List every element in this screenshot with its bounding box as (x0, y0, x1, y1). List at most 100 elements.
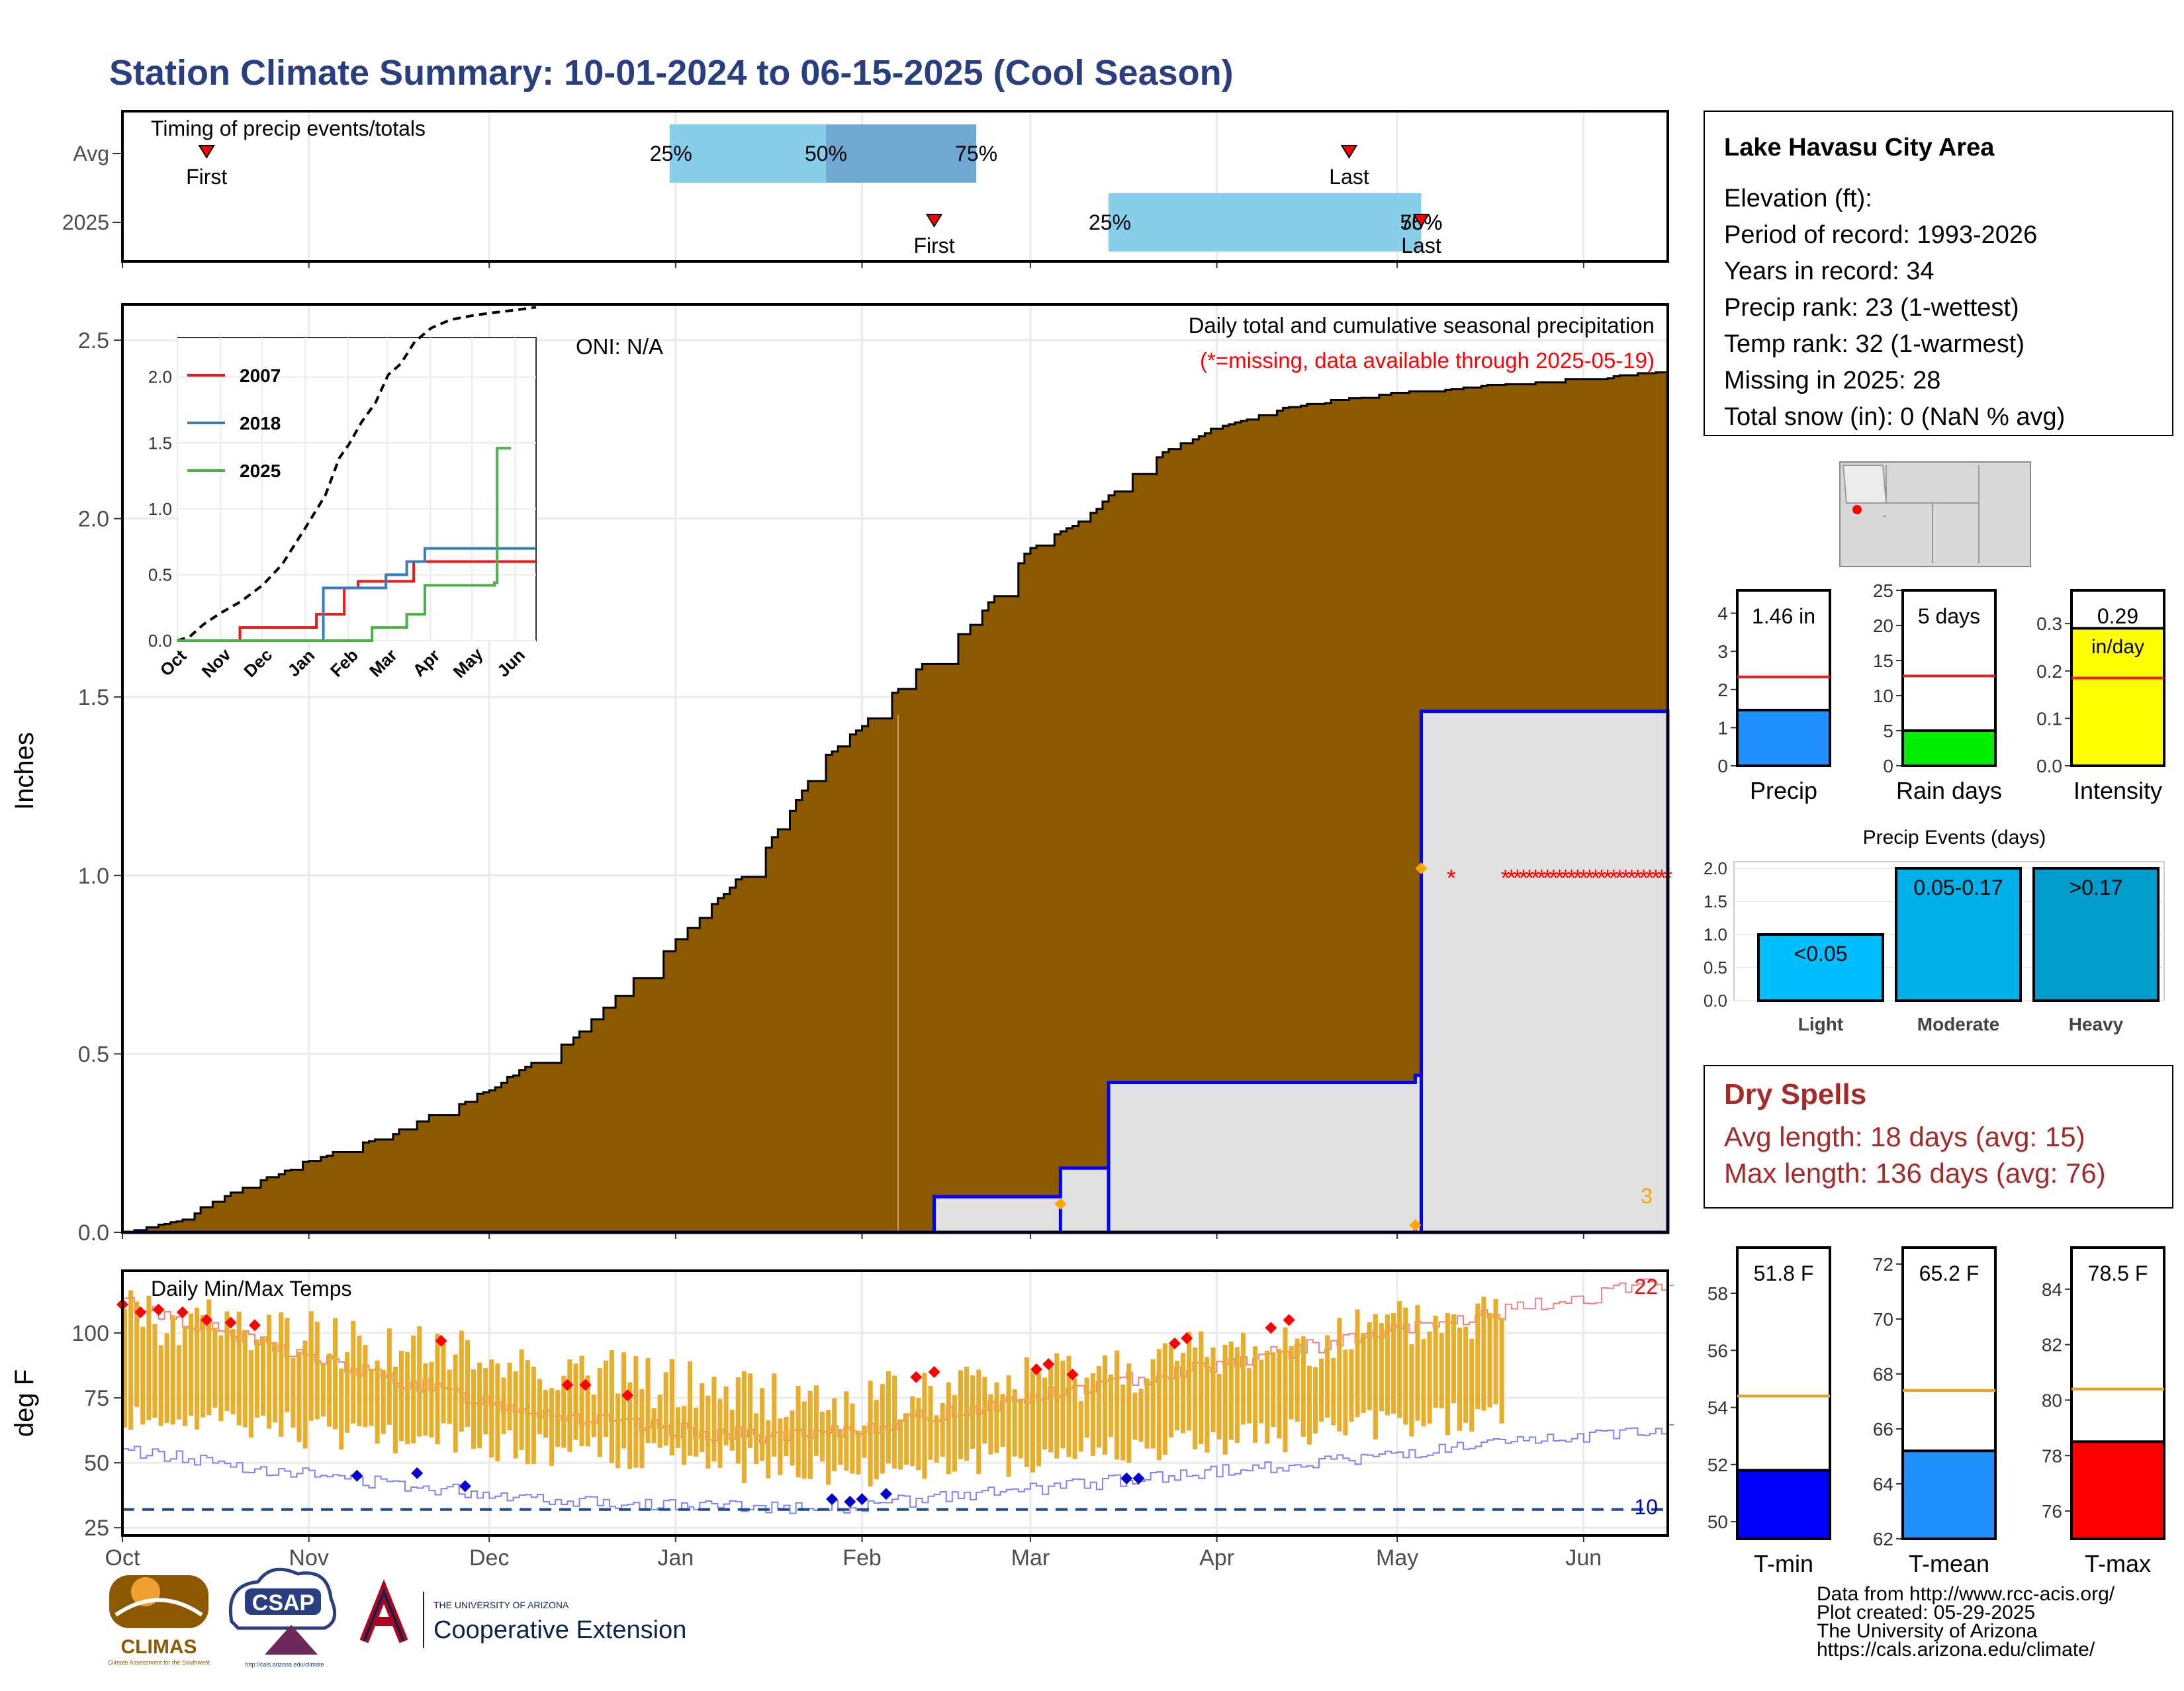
daily-temp-bar (1066, 1355, 1071, 1457)
missing-marker: * (1621, 864, 1630, 891)
daily-temp-bar (398, 1351, 404, 1441)
daily-temp-bar (1403, 1307, 1408, 1425)
daily-temp-bar (603, 1360, 608, 1438)
record-low-marker (856, 1493, 868, 1506)
daily-temp-bar (357, 1336, 362, 1426)
daily-temp-bar (1445, 1312, 1450, 1436)
oni-label: ONI: N/A (576, 334, 663, 359)
daily-temp-bar (1030, 1371, 1036, 1473)
daily-temp-bar (1174, 1360, 1180, 1431)
daily-temp-bar (519, 1349, 524, 1450)
footer-line: Data from http://www.rcc-acis.org/ (1817, 1583, 2115, 1605)
daily-temp-bar (1331, 1357, 1336, 1426)
daily-temp-bar (1054, 1353, 1060, 1459)
daily-temp-bar (1115, 1350, 1120, 1460)
daily-temp-bar (1132, 1393, 1138, 1440)
daily-temp-bar (1006, 1375, 1011, 1477)
record-high-marker (1283, 1314, 1295, 1326)
record-high-marker (1030, 1363, 1043, 1376)
daily-temp-bar (369, 1369, 374, 1426)
x-tick-label: Feb (842, 1545, 882, 1571)
stat-y-tick-label: 0 (1717, 756, 1728, 776)
daily-temp-bar (1259, 1359, 1264, 1424)
daily-temp-bar (1078, 1401, 1083, 1452)
inset-series-2007 (177, 560, 536, 642)
daily-temp-bar (1156, 1349, 1161, 1461)
record-high-marker (248, 1319, 261, 1332)
daily-temp-bar (1295, 1338, 1300, 1422)
daily-temp-bar (1036, 1373, 1042, 1467)
daily-temp-bar (1199, 1331, 1204, 1445)
record-high-marker (910, 1371, 923, 1383)
record-min-line (122, 1424, 1674, 1514)
stat-bar-T-max (2070, 1440, 2165, 1540)
daily-temp-bar (507, 1362, 512, 1431)
daily-temp-bar (1457, 1327, 1463, 1431)
events-y-tick-label: 1.0 (1704, 925, 1727, 944)
daily-temp-bar (146, 1295, 152, 1420)
missing-marker: * (1531, 864, 1540, 891)
daily-temp-bar (904, 1413, 909, 1465)
stat-y-tick-label: 0.0 (2036, 756, 2062, 776)
daily-temp-bar (392, 1367, 398, 1453)
climas-logo: CLIMAS Climate Assessment for the Southw… (108, 1575, 210, 1666)
daily-temp-bar (778, 1418, 783, 1475)
inset-y-tick-label: 1.5 (148, 433, 172, 453)
daily-temp-bar (381, 1369, 386, 1434)
record-high-marker (152, 1303, 165, 1316)
daily-temp-bar (471, 1369, 477, 1449)
missing-marker: * (1507, 864, 1516, 891)
timing-p50-label: 50% (805, 142, 847, 165)
record-low-marker (459, 1480, 471, 1492)
daily-temp-bar (1385, 1314, 1390, 1416)
missing-marker: * (1603, 864, 1612, 891)
daily-temp-bar (411, 1335, 416, 1443)
daily-temp-bar (796, 1385, 801, 1478)
missing-marker: * (1633, 864, 1643, 891)
daily-temp-bar (1361, 1333, 1366, 1413)
daily-temp-bar (1277, 1349, 1282, 1439)
daily-temp-bar (1181, 1353, 1186, 1434)
inset-avg-line (177, 306, 537, 642)
timing-first-label: First (913, 234, 954, 257)
dry-spells-avg: Avg length: 18 days (avg: 15) (1724, 1121, 2085, 1152)
daily-temp-bar (212, 1327, 218, 1408)
record-high-marker (1042, 1358, 1055, 1371)
stat-bar-T-min (1736, 1469, 1831, 1541)
inset-y-tick-label: 0.5 (148, 565, 172, 584)
daily-temp-bar (1150, 1359, 1156, 1449)
daily-temp-bar (813, 1385, 819, 1456)
record-high-marker (561, 1379, 574, 1391)
daily-temp-bar (753, 1413, 759, 1465)
daily-temp-bar (585, 1375, 590, 1447)
daily-temp-bar (669, 1359, 674, 1455)
ua-logo-small: THE UNIVERSITY OF ARIZONA (433, 1600, 569, 1610)
stat-value-label: 5 days (1918, 604, 1980, 628)
daily-temp-bar (170, 1315, 175, 1425)
daily-temp-bar (1349, 1349, 1354, 1422)
daily-temp-bar (1409, 1344, 1414, 1437)
inset-legend-label: 2025 (240, 461, 281, 481)
daily-temp-bar (880, 1384, 885, 1474)
daily-temp-bar (1312, 1367, 1318, 1434)
daily-temp-bar (513, 1371, 518, 1459)
daily-temp-bar (946, 1382, 951, 1475)
daily-temp-bar (1283, 1327, 1288, 1453)
stat-bar-T-mean (1901, 1449, 1997, 1541)
x-tick-label: Apr (1199, 1545, 1234, 1571)
stat-y-tick-label: 80 (2042, 1390, 2062, 1410)
daily-temp-bar (1427, 1331, 1432, 1424)
stat-y-tick-label: 20 (1873, 616, 1893, 636)
inset-y-tick-label: 0.0 (148, 631, 172, 651)
timing-frame (121, 110, 1669, 263)
daily-temp-bar (1168, 1345, 1173, 1438)
daily-temp-bar (477, 1362, 482, 1449)
inset-series-2025 (177, 447, 512, 642)
daily-temp-bar (1072, 1379, 1077, 1459)
daily-temp-bar (807, 1391, 813, 1479)
daily-temp-bar (182, 1327, 187, 1426)
daily-temp-bar (639, 1389, 645, 1469)
dry-spells-title: Dry Spells (1724, 1078, 1866, 1111)
daily-temp-bar (417, 1326, 422, 1437)
footer-line: Plot created: 05-29-2025 (1817, 1602, 2035, 1623)
